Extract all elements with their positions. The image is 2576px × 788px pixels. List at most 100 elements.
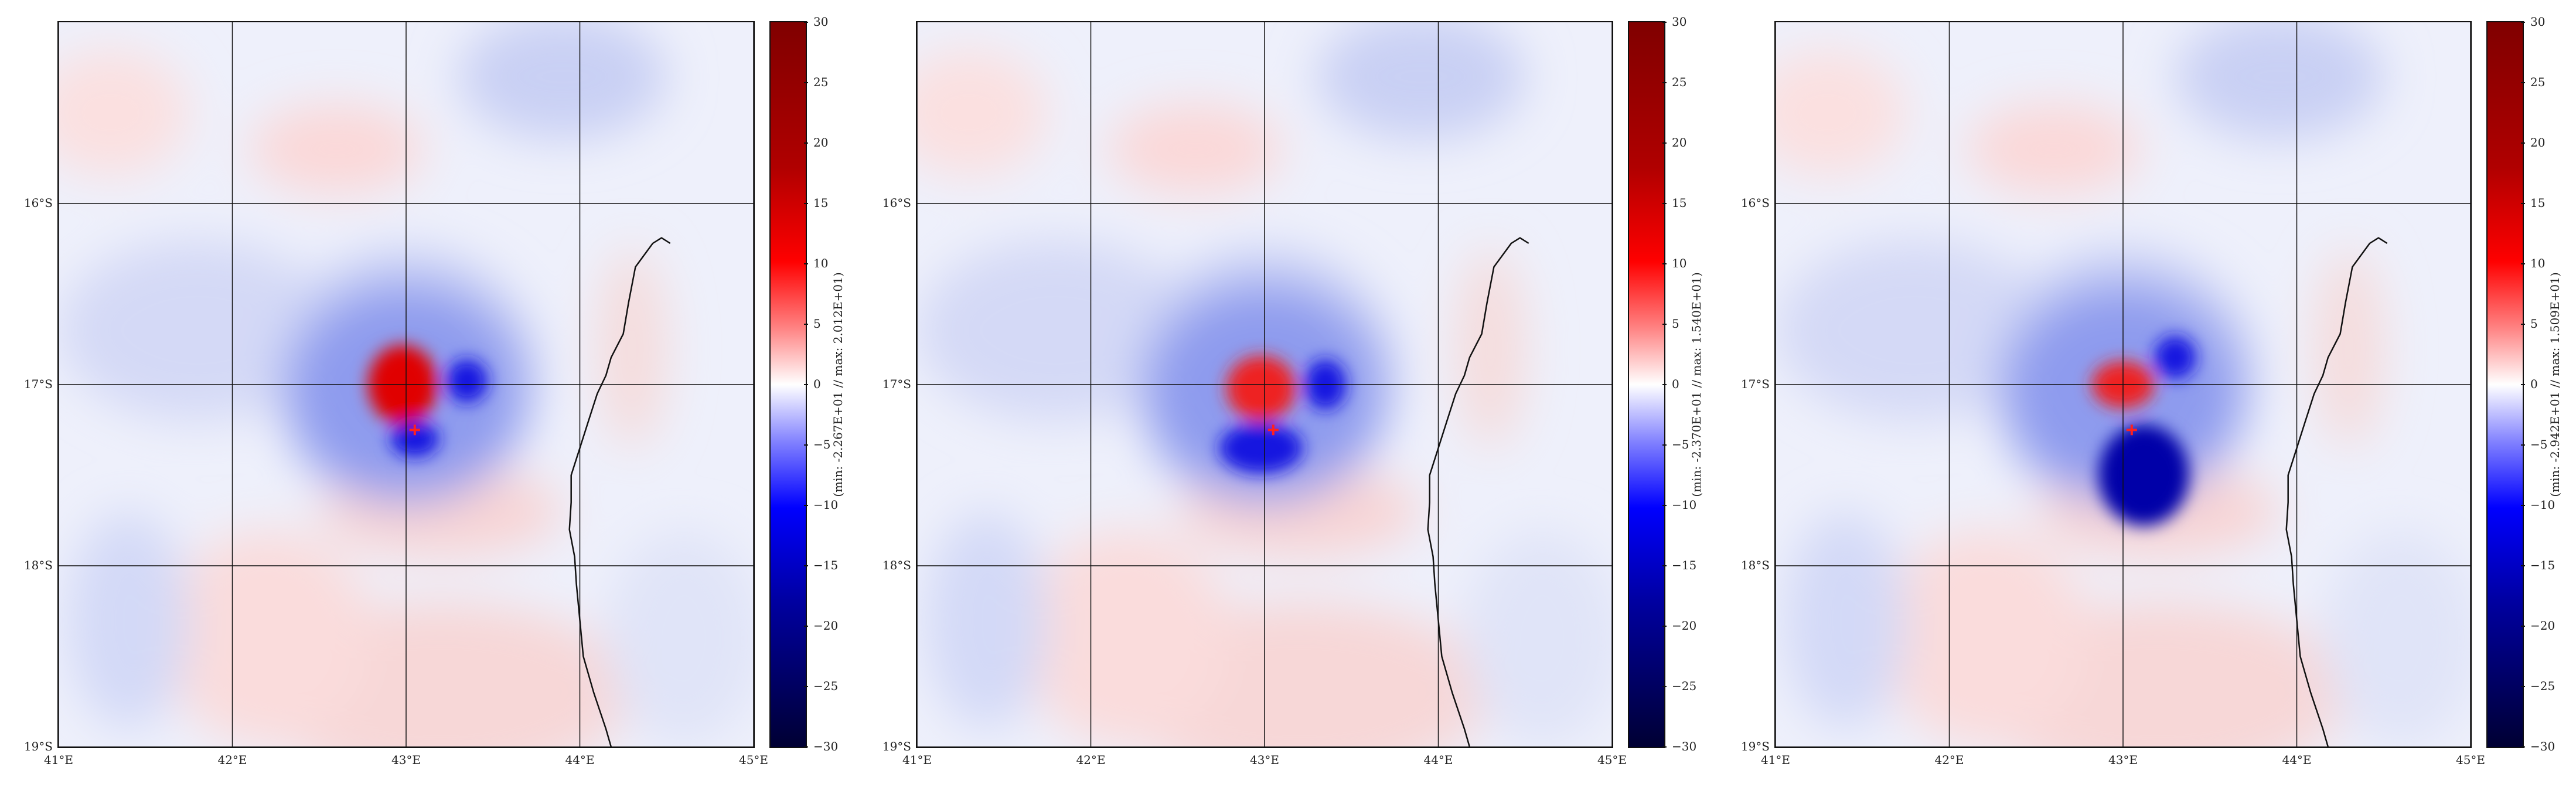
field-patch xyxy=(458,22,667,140)
field-patch xyxy=(1967,104,2141,195)
lon-tick-label: 45°E xyxy=(2455,753,2486,767)
lon-tick-label: 42°E xyxy=(217,753,247,767)
colorbar-tick-label: −30 xyxy=(2520,739,2555,753)
lat-tick-label: 16°S xyxy=(23,196,53,210)
colorbar-tick-label: −25 xyxy=(2520,679,2555,693)
vorticity-field xyxy=(1776,22,2471,747)
colorbar-range-label: (min: -2.370E+01 // max: 1.540E+01) xyxy=(1689,272,1703,497)
negative-core xyxy=(2098,424,2189,527)
colorbar-tick-label: −5 xyxy=(803,437,830,451)
colorbar-tick-label: −15 xyxy=(803,558,838,572)
colorbar-tick-label: 20 xyxy=(2520,135,2545,150)
field-patch xyxy=(250,104,424,195)
colorbar-tick-label: 5 xyxy=(804,317,821,331)
lon-tick-label: 42°E xyxy=(1934,753,1964,767)
negative-core xyxy=(1219,422,1303,474)
field-patch xyxy=(1021,529,1230,747)
lat-tick-label: 17°S xyxy=(23,377,53,391)
colorbar-tick-label: −25 xyxy=(803,679,838,693)
colorbar-tick-label: 0 xyxy=(804,377,821,391)
field-core-features xyxy=(1219,355,1347,474)
lat-tick-label: 19°S xyxy=(1740,739,1770,753)
colorbar-tick-label: 10 xyxy=(2520,256,2545,270)
negative-core xyxy=(390,420,439,457)
map-plot-area xyxy=(57,21,755,748)
lon-tick-label: 44°E xyxy=(1423,753,1453,767)
field-patch xyxy=(597,249,667,449)
cyclone-center-marker xyxy=(409,424,420,436)
colorbar-tick-label: −20 xyxy=(2520,619,2555,633)
colorbar-tick-label: 15 xyxy=(803,196,828,210)
map-plot-area xyxy=(1774,21,2472,748)
lon-tick-label: 44°E xyxy=(2282,753,2312,767)
field-patch xyxy=(1879,529,2088,747)
colorbar-tick-label: −10 xyxy=(803,498,838,512)
colorbar-tick-label: 20 xyxy=(1662,135,1686,150)
vorticity-field xyxy=(59,22,754,747)
colorbar-tick-label: −10 xyxy=(2520,498,2555,512)
colorbar-tick-label: 15 xyxy=(1662,196,1686,210)
map-panel: 16°S 17°S 18°S 19°S 41°E 42°E 43°E 44°E 45°E 30 25… xyxy=(1717,0,2575,788)
map-plot-area xyxy=(916,21,1613,748)
coastline xyxy=(2285,237,2388,747)
colorbar-tick-label: 0 xyxy=(2521,377,2538,391)
colorbar-tick-label: 0 xyxy=(1662,377,1679,391)
field-patch xyxy=(1464,529,1612,747)
map-panel: 16°S 17°S 18°S 19°S 41°E 42°E 43°E 44°E 45°E 30 25… xyxy=(858,0,1717,788)
lon-tick-label: 44°E xyxy=(565,753,595,767)
colorbar xyxy=(769,21,807,748)
field-patch xyxy=(1456,249,1525,449)
lon-tick-label: 45°E xyxy=(738,753,769,767)
field-patch xyxy=(925,511,1048,729)
field-patch xyxy=(59,49,189,176)
colorbar-tick-label: 30 xyxy=(2520,15,2545,29)
colorbar-tick-label: 25 xyxy=(2520,75,2545,89)
colorbar-tick-label: −10 xyxy=(1662,498,1696,512)
field-patch xyxy=(1317,22,1525,140)
field-patch xyxy=(1784,511,1906,729)
lon-tick-label: 43°E xyxy=(1249,753,1280,767)
colorbar-tick-label: 30 xyxy=(1662,15,1686,29)
map-panel: 16°S 17°S 18°S 19°S 41°E 42°E 43°E 44°E 45°E 30 25… xyxy=(0,0,858,788)
lon-tick-label: 41°E xyxy=(43,753,74,767)
field-patch xyxy=(2175,22,2384,140)
field-patch xyxy=(1776,239,2054,421)
coastline xyxy=(568,237,671,747)
field-patch xyxy=(1108,104,1282,195)
colorbar-tick-label: −25 xyxy=(1662,679,1696,693)
negative-core xyxy=(2154,335,2196,379)
field-patch xyxy=(67,511,189,729)
field-patch xyxy=(162,529,372,747)
negative-core xyxy=(446,359,488,403)
lon-tick-label: 43°E xyxy=(2108,753,2138,767)
lat-tick-label: 18°S xyxy=(882,558,911,572)
field-patch xyxy=(2323,529,2471,747)
colorbar-tick-label: −20 xyxy=(1662,619,1696,633)
colorbar-range-label: (min: -2.267E+01 // max: 2.012E+01) xyxy=(831,272,845,497)
field-patch xyxy=(606,529,754,747)
colorbar-tick-label: 25 xyxy=(1662,75,1686,89)
colorbar-range-label: (min: -2.942E+01 // max: 1.509E+01) xyxy=(2548,272,2562,497)
colorbar-tick-label: −15 xyxy=(2520,558,2555,572)
cyclone-center-marker xyxy=(2126,424,2137,436)
colorbar-tick-label: 20 xyxy=(803,135,828,150)
lat-tick-label: 17°S xyxy=(1740,377,1770,391)
lon-tick-label: 43°E xyxy=(391,753,421,767)
cyclone-center-marker xyxy=(1267,424,1279,436)
field-patch xyxy=(2314,249,2384,449)
colorbar-tick-label: −30 xyxy=(1662,739,1696,753)
field-patch xyxy=(59,239,337,421)
lat-tick-label: 18°S xyxy=(23,558,53,572)
colorbar-tick-label: 30 xyxy=(803,15,828,29)
colorbar-tick-label: 5 xyxy=(2521,317,2538,331)
lat-tick-label: 19°S xyxy=(882,739,911,753)
lat-tick-label: 17°S xyxy=(882,377,911,391)
colorbar-tick-label: 25 xyxy=(803,75,828,89)
colorbar-tick-label: −15 xyxy=(1662,558,1696,572)
field-smooth-patches xyxy=(917,22,1612,747)
colorbar xyxy=(2486,21,2524,748)
colorbar-tick-label: −5 xyxy=(2520,437,2547,451)
lon-tick-label: 42°E xyxy=(1076,753,1106,767)
positive-core xyxy=(1226,355,1296,421)
field-patch xyxy=(917,239,1195,421)
